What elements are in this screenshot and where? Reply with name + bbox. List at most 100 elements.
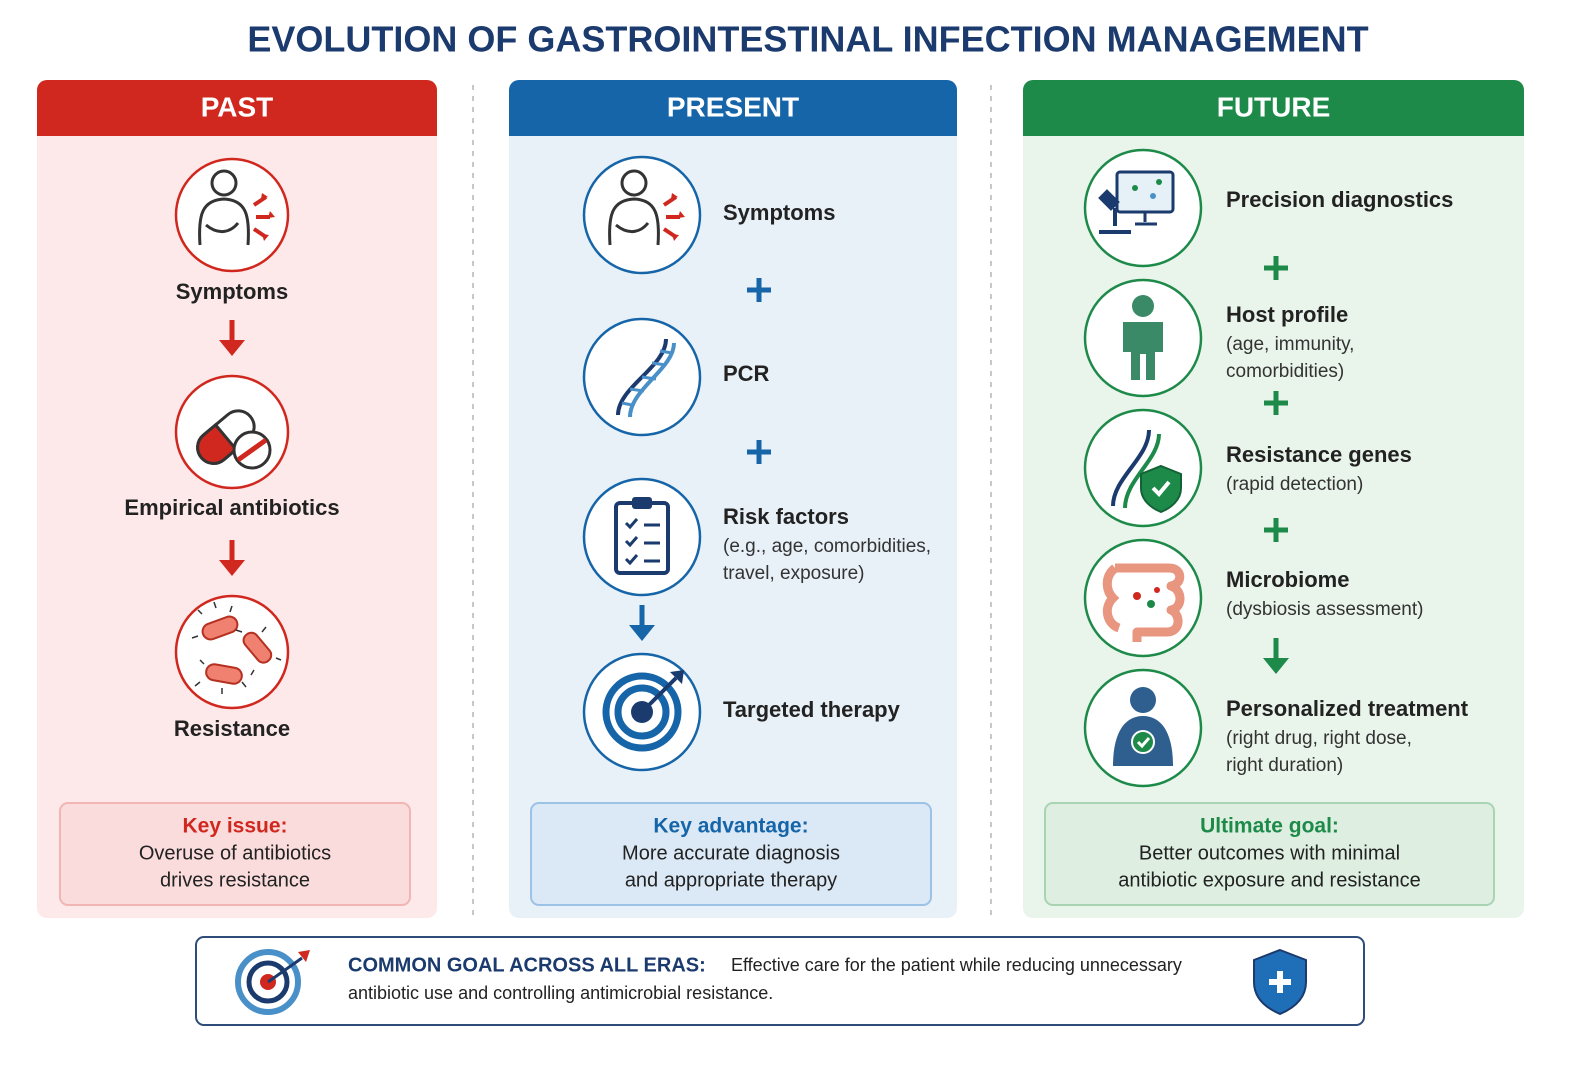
plus-sign (747, 440, 771, 464)
icon-part (1132, 295, 1154, 317)
column-title: PRESENT (667, 91, 799, 122)
step-detail: (e.g., age, comorbidities, (723, 536, 931, 557)
icon-part (1150, 193, 1156, 199)
summary-heading: Ultimate goal: (1200, 815, 1339, 838)
icon-part (261, 193, 275, 241)
icon-part (621, 401, 633, 407)
icon-part (615, 221, 650, 233)
icon-part (191, 601, 282, 694)
step-label: PCR (723, 361, 770, 386)
summary-box (59, 802, 411, 906)
summary-box (1044, 802, 1495, 906)
icon-part (1102, 564, 1121, 633)
icon-part (1133, 592, 1141, 600)
icon-part (1269, 971, 1291, 993)
icon-part (235, 949, 301, 1015)
icon-part (608, 197, 660, 246)
arrow-head (629, 625, 655, 641)
icon (191, 601, 282, 694)
icon-part (614, 684, 670, 740)
step-detail: (right drug, right dose, (1226, 728, 1412, 749)
summary-heading: Key issue: (182, 815, 287, 838)
icon (616, 338, 676, 418)
icon-part (196, 422, 239, 465)
icon-part (1132, 185, 1138, 191)
icon-part (242, 631, 273, 664)
step-detail: right duration) (1226, 755, 1343, 776)
step-label: Symptoms (723, 200, 835, 225)
icon (1113, 687, 1173, 766)
icon-part (1123, 322, 1163, 380)
icon (614, 497, 670, 575)
icon-part (659, 349, 673, 355)
icon-part (640, 676, 678, 714)
icon-part (1123, 433, 1161, 509)
icon-part (201, 615, 273, 685)
icon (198, 169, 275, 246)
plus-sign (747, 278, 771, 302)
icon-part (651, 361, 667, 367)
icon-part (624, 518, 639, 566)
step-label: Targeted therapy (723, 697, 901, 722)
icon (1098, 170, 1175, 234)
summary-heading: Key advantage: (653, 815, 808, 838)
step-label: Personalized treatment (1226, 696, 1469, 721)
step-detail: travel, exposure) (723, 563, 865, 584)
icon-part (632, 497, 652, 509)
icon (602, 670, 684, 752)
icon-part (602, 672, 682, 752)
column-header (1023, 80, 1524, 136)
icon-part (620, 169, 648, 197)
icon-part (246, 960, 290, 1004)
column-header (37, 80, 437, 136)
column-panel (37, 80, 437, 918)
icon-part (210, 169, 238, 197)
icon (196, 409, 272, 470)
icon-part (644, 523, 660, 563)
icon-part (298, 950, 310, 962)
icon-part (236, 437, 268, 463)
summary-text: Better outcomes with minimal (1139, 842, 1400, 864)
icon-part (1131, 730, 1155, 754)
icon-part (671, 193, 685, 241)
icon-part (670, 670, 684, 684)
icon-part (205, 663, 243, 685)
summary-box (530, 802, 932, 906)
icon-part (641, 375, 657, 381)
step-label: Symptoms (176, 279, 288, 304)
plus-sign (1264, 256, 1288, 280)
footer-text: antibiotic use and controlling antimicro… (348, 983, 773, 1003)
icon-part (201, 615, 239, 641)
icon-part (1151, 480, 1171, 497)
step-label: Microbiome (1226, 567, 1349, 592)
icon-part (1115, 170, 1175, 214)
icon-part (1154, 587, 1160, 593)
step-detail: (rapid detection) (1226, 474, 1363, 495)
icon-part (624, 518, 660, 566)
step-label: Resistance (174, 716, 290, 741)
step-icon-ring (174, 594, 290, 710)
icon (608, 169, 685, 246)
arrow-head (219, 340, 245, 356)
plus-sign (1264, 518, 1288, 542)
step-label: Resistance genes (1226, 442, 1412, 467)
step-icon-ring (174, 157, 290, 273)
icon-part (1130, 687, 1156, 713)
footer-shield-icon (1253, 948, 1307, 1016)
arrow-head (1263, 658, 1289, 674)
icon-part (1115, 563, 1185, 642)
step-label: Risk factors (723, 504, 849, 529)
step-label: Precision diagnostics (1226, 187, 1453, 212)
column-title: PAST (201, 91, 274, 122)
icon-part (191, 601, 282, 694)
summary-text: antibiotic exposure and resistance (1118, 869, 1420, 891)
title: EVOLUTION OF GASTROINTESTINAL INFECTION … (247, 19, 1368, 60)
icon-part (629, 387, 645, 393)
step-label: Empirical antibiotics (124, 495, 339, 520)
step-detail: (age, immunity, (1226, 334, 1354, 355)
icon-part (1147, 600, 1155, 608)
step-detail: comorbidities) (1226, 361, 1344, 382)
footer-heading: COMMON GOAL ACROSS ALL ERAS: (348, 954, 706, 976)
icon (1102, 563, 1185, 642)
